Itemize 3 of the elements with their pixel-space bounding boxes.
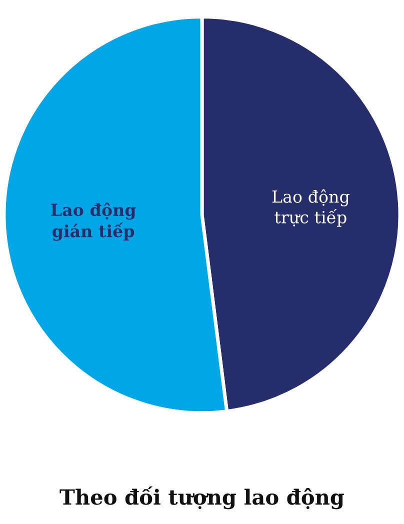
- text: Theo đối tượng lao động: [60, 486, 344, 510]
- slice-label: Lao động gián tiếp: [51, 202, 136, 241]
- slice-label: Lao động trực tiếp: [272, 189, 350, 227]
